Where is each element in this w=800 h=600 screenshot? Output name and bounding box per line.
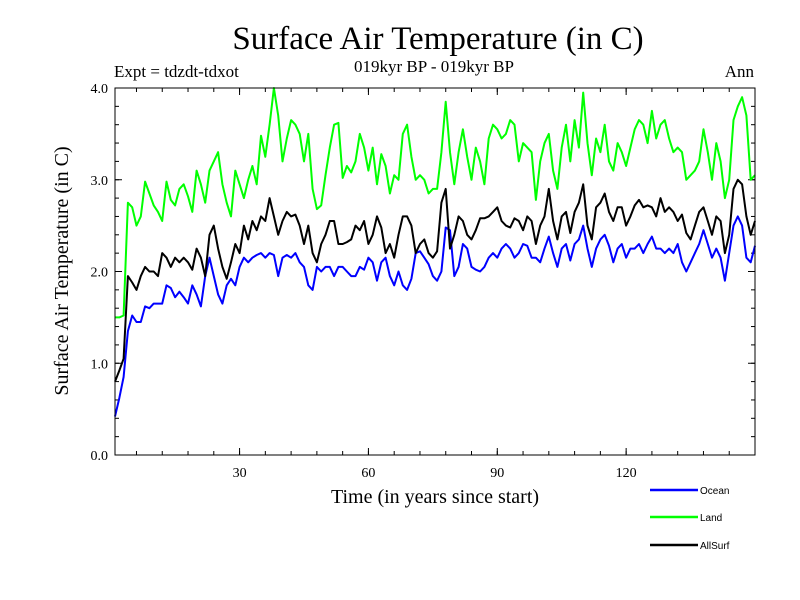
series-lines — [114, 87, 756, 417]
experiment-label: Expt = tdzdt-tdxot — [114, 62, 239, 81]
x-axis-label: Time (in years since start) — [331, 486, 539, 508]
y-tick-label: 0.0 — [91, 449, 109, 464]
x-tick-label: 60 — [361, 466, 375, 481]
x-tick-label: 90 — [490, 466, 504, 481]
axis-ticks: 0.0 1.0 2.0 3.0 4.0 30 60 90 120 — [91, 82, 756, 481]
plot-frame — [114, 87, 756, 456]
period-label: Ann — [725, 62, 755, 81]
chart-title: Surface Air Temperature (in C) — [232, 21, 643, 57]
y-axis-label: Surface Air Temperature (in C) — [51, 146, 73, 395]
y-tick-label: 3.0 — [91, 174, 109, 189]
series-line-ocean — [114, 215, 756, 417]
x-tick-label: 120 — [616, 466, 637, 481]
y-tick-label: 2.0 — [91, 266, 109, 281]
legend-label-ocean: Ocean — [700, 486, 729, 497]
chart-subtitle: 019kyr BP - 019kyr BP — [354, 57, 514, 76]
y-tick-label: 1.0 — [91, 357, 109, 372]
legend: Ocean Land AllSurf — [650, 486, 730, 552]
series-line-allsurf — [114, 178, 756, 382]
legend-label-land: Land — [700, 513, 722, 524]
legend-label-allsurf: AllSurf — [700, 541, 730, 552]
y-tick-label: 4.0 — [91, 82, 109, 97]
series-line-land — [115, 87, 756, 319]
x-tick-label: 30 — [233, 466, 247, 481]
